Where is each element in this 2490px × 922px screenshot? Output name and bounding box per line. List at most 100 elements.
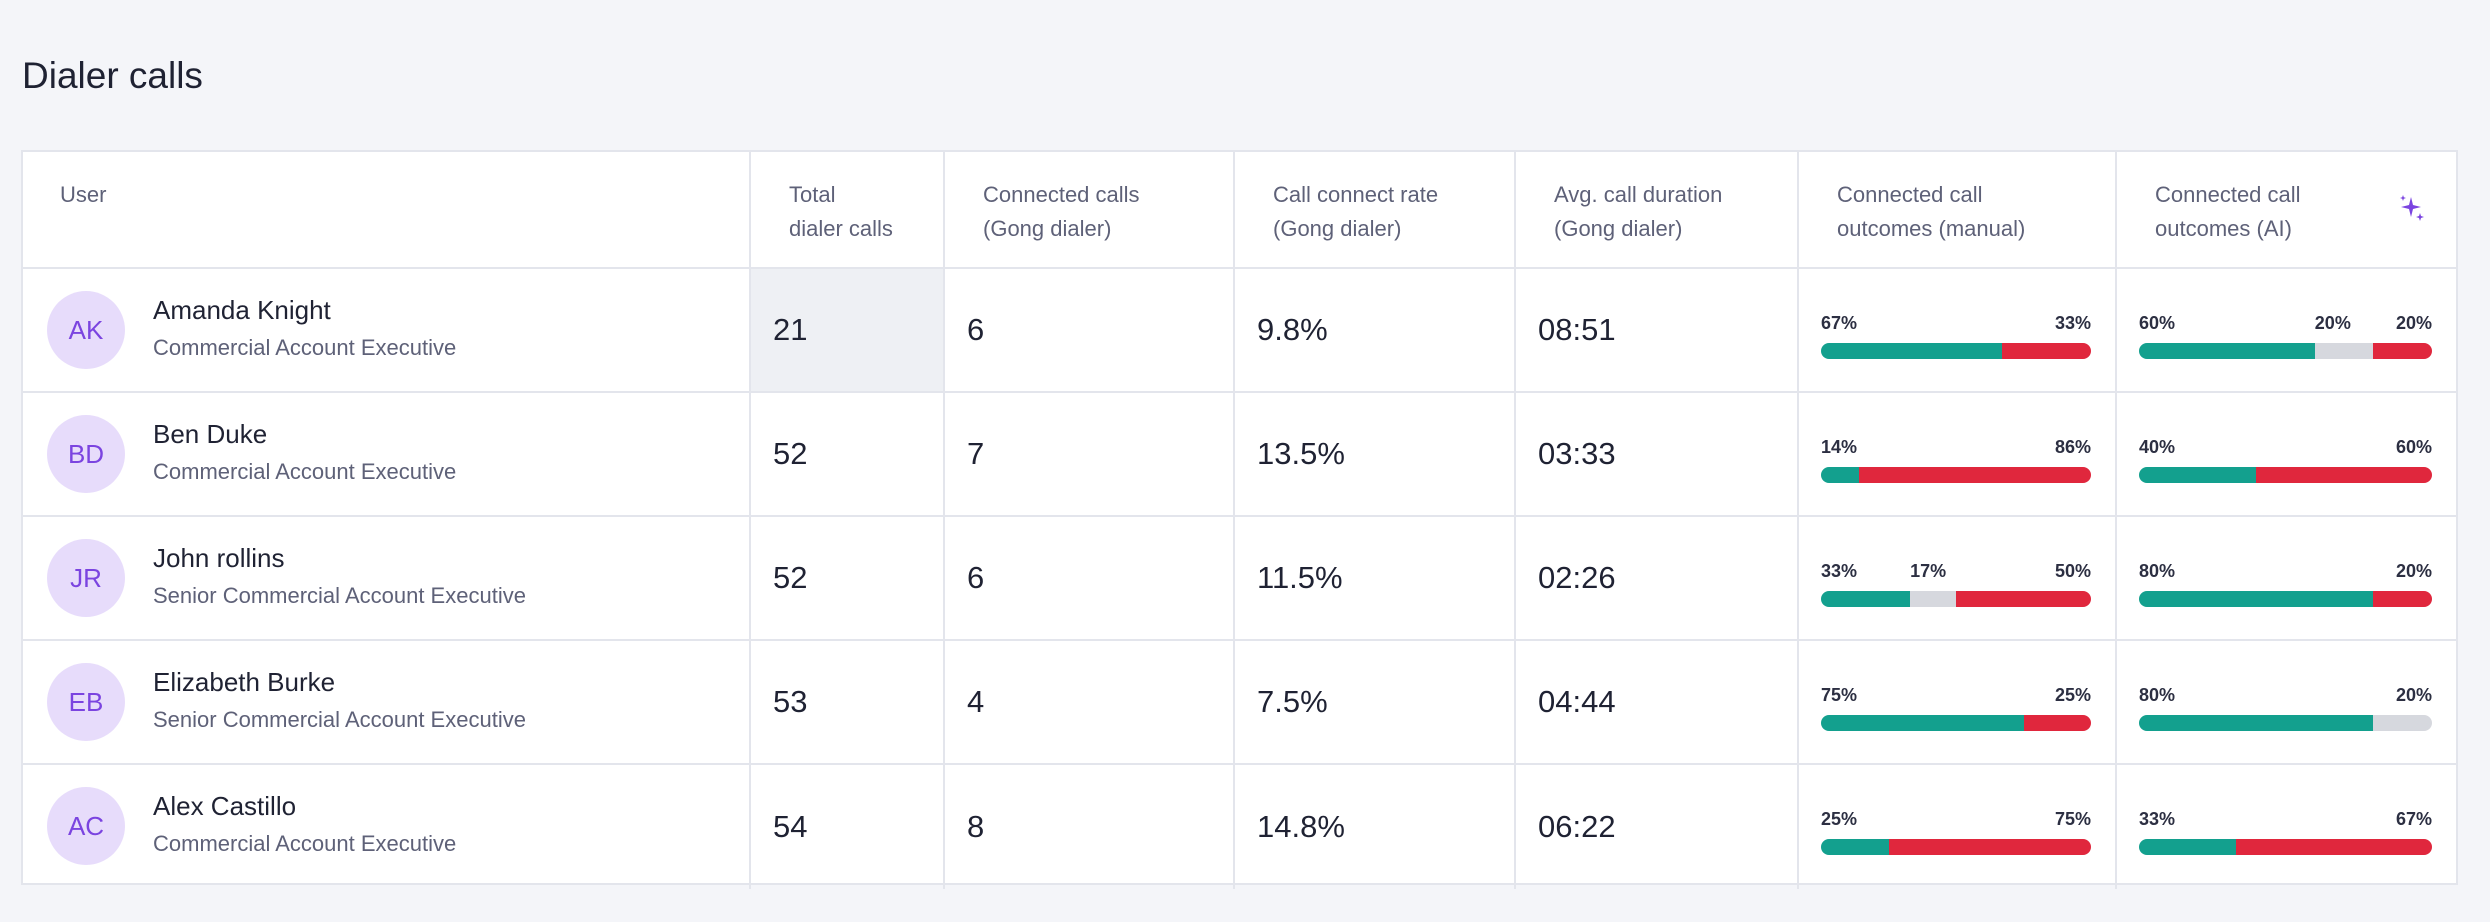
outcome-segment-negative[interactable]	[2373, 343, 2432, 359]
avg-duration-value: 06:22	[1538, 809, 1616, 844]
outcome-percent-label: 17%	[1910, 561, 1947, 581]
outcomes-manual-cell[interactable]: 67% 33%	[1797, 269, 2115, 391]
outcome-bar-track	[1821, 467, 2091, 483]
outcome-segment-neutral[interactable]	[2373, 715, 2432, 731]
outcome-bar[interactable]: 80% 20%	[2139, 561, 2432, 607]
connected-calls-cell[interactable]: 8	[943, 765, 1233, 889]
outcome-bar-track	[1821, 715, 2091, 731]
column-header-outcomes-manual[interactable]: Connected call outcomes (manual)	[1797, 152, 2115, 267]
table-row[interactable]: BD Ben Duke Commercial Account Executive 52…	[23, 393, 2456, 517]
table-row[interactable]: EB Elizabeth Burke Senior Commercial Accou…	[23, 641, 2456, 765]
outcome-bar[interactable]: 80% 20%	[2139, 685, 2432, 731]
table-row[interactable]: AK Amanda Knight Commercial Account Execut…	[23, 269, 2456, 393]
user-name[interactable]: Elizabeth Burke	[153, 667, 336, 697]
connected-calls-value: 4	[967, 684, 985, 719]
outcome-bar[interactable]: 33% 17% 50%	[1821, 561, 2091, 607]
outcomes-manual-cell[interactable]: 25% 75%	[1797, 765, 2115, 889]
user-cell[interactable]: AC Alex Castillo Commercial Account Execut…	[23, 765, 749, 889]
column-header-total-dialer-calls[interactable]: Total dialer calls	[749, 152, 943, 267]
outcome-segment-positive[interactable]	[2139, 839, 2236, 855]
outcome-bar[interactable]: 75% 25%	[1821, 685, 2091, 731]
outcome-segment-neutral[interactable]	[2314, 343, 2374, 359]
outcome-segment-negative[interactable]	[2256, 467, 2432, 483]
avg-duration-cell[interactable]: 06:22	[1514, 765, 1797, 889]
connected-calls-cell[interactable]: 6	[943, 269, 1233, 391]
outcome-segment-positive[interactable]	[1821, 715, 2024, 731]
avg-duration-value: 02:26	[1538, 560, 1616, 595]
outcome-segment-positive[interactable]	[1821, 467, 1859, 483]
outcome-segment-negative[interactable]	[1955, 591, 2091, 607]
outcome-bar[interactable]: 25% 75%	[1821, 809, 2091, 855]
outcome-bar[interactable]: 40% 60%	[2139, 437, 2432, 483]
column-header-avg-call-duration[interactable]: Avg. call duration (Gong dialer)	[1514, 152, 1797, 267]
outcomes-ai-cell[interactable]: 80% 20%	[2115, 641, 2456, 763]
table-row[interactable]: AC Alex Castillo Commercial Account Execut…	[23, 765, 2456, 889]
column-header-user[interactable]: User	[23, 152, 749, 267]
outcome-segment-positive[interactable]	[2139, 591, 2374, 607]
user-name[interactable]: Amanda Knight	[153, 295, 331, 325]
connect-rate-cell[interactable]: 7.5%	[1233, 641, 1514, 763]
outcome-segment-negative[interactable]	[2373, 591, 2432, 607]
user-cell[interactable]: JR John rollins Senior Commercial Account …	[23, 517, 749, 639]
outcomes-ai-cell[interactable]: 40% 60%	[2115, 393, 2456, 515]
column-header-call-connect-rate[interactable]: Call connect rate (Gong dialer)	[1233, 152, 1514, 267]
outcome-bar-labels: 40% 60%	[2139, 437, 2432, 457]
user-name[interactable]: Ben Duke	[153, 419, 268, 449]
outcome-percent-label: 20%	[2395, 685, 2432, 705]
outcome-segment-positive[interactable]	[1821, 839, 1889, 855]
connect-rate-cell[interactable]: 13.5%	[1233, 393, 1514, 515]
outcome-segment-positive[interactable]	[2139, 715, 2374, 731]
outcome-bar[interactable]: 33% 67%	[2139, 809, 2432, 855]
outcomes-ai-cell[interactable]: 80% 20%	[2115, 517, 2456, 639]
total-dialer-calls-cell[interactable]: 52	[749, 393, 943, 515]
outcomes-ai-cell[interactable]: 60% 20% 20%	[2115, 269, 2456, 391]
outcome-bar[interactable]: 14% 86%	[1821, 437, 2091, 483]
outcomes-manual-cell[interactable]: 14% 86%	[1797, 393, 2115, 515]
outcomes-manual-cell[interactable]: 33% 17% 50%	[1797, 517, 2115, 639]
outcome-percent-label: 60%	[2395, 437, 2432, 457]
outcome-segment-positive[interactable]	[2139, 467, 2257, 483]
connected-calls-cell[interactable]: 7	[943, 393, 1233, 515]
total-dialer-calls-cell[interactable]: 21	[749, 269, 943, 391]
avg-duration-cell[interactable]: 02:26	[1514, 517, 1797, 639]
connected-calls-cell[interactable]: 6	[943, 517, 1233, 639]
avg-duration-value: 04:44	[1538, 684, 1616, 719]
outcome-bar[interactable]: 67% 33%	[1821, 313, 2091, 359]
total-dialer-calls-cell[interactable]: 53	[749, 641, 943, 763]
outcomes-manual-cell[interactable]: 75% 25%	[1797, 641, 2115, 763]
outcome-percent-label: 33%	[2139, 809, 2176, 829]
column-header-connected-calls[interactable]: Connected calls (Gong dialer)	[943, 152, 1233, 267]
total-dialer-calls-cell[interactable]: 52	[749, 517, 943, 639]
outcome-segment-negative[interactable]	[1858, 467, 2091, 483]
column-header-outcomes-ai[interactable]: Connected call outcomes (AI)	[2115, 152, 2456, 267]
outcome-percent-label: 14%	[1821, 437, 1858, 457]
table-row[interactable]: JR John rollins Senior Commercial Account …	[23, 517, 2456, 641]
user-name[interactable]: John rollins	[153, 543, 285, 573]
connect-rate-cell[interactable]: 14.8%	[1233, 765, 1514, 889]
outcome-segment-positive[interactable]	[1821, 343, 2002, 359]
outcome-segment-positive[interactable]	[1821, 591, 1911, 607]
outcome-segment-negative[interactable]	[1888, 839, 2091, 855]
outcome-segment-neutral[interactable]	[1910, 591, 1956, 607]
connect-rate-cell[interactable]: 11.5%	[1233, 517, 1514, 639]
outcome-segment-negative[interactable]	[2023, 715, 2091, 731]
user-name[interactable]: Alex Castillo	[153, 791, 297, 821]
user-cell[interactable]: AK Amanda Knight Commercial Account Execut…	[23, 269, 749, 391]
user-cell[interactable]: BD Ben Duke Commercial Account Executive	[23, 393, 749, 515]
user-cell[interactable]: EB Elizabeth Burke Senior Commercial Accou…	[23, 641, 749, 763]
outcome-bar-labels: 80% 20%	[2139, 561, 2432, 581]
outcome-segment-positive[interactable]	[2139, 343, 2315, 359]
connect-rate-cell[interactable]: 9.8%	[1233, 269, 1514, 391]
outcomes-ai-cell[interactable]: 33% 67%	[2115, 765, 2456, 889]
avg-duration-cell[interactable]: 03:33	[1514, 393, 1797, 515]
avg-duration-value: 03:33	[1538, 436, 1616, 471]
avg-duration-value: 08:51	[1538, 312, 1616, 347]
avg-duration-cell[interactable]: 08:51	[1514, 269, 1797, 391]
total-dialer-calls-cell[interactable]: 54	[749, 765, 943, 889]
outcome-segment-negative[interactable]	[2001, 343, 2091, 359]
connect-rate-value: 7.5%	[1257, 684, 1328, 719]
connected-calls-cell[interactable]: 4	[943, 641, 1233, 763]
avg-duration-cell[interactable]: 04:44	[1514, 641, 1797, 763]
outcome-bar[interactable]: 60% 20% 20%	[2139, 313, 2432, 359]
outcome-segment-negative[interactable]	[2235, 839, 2432, 855]
